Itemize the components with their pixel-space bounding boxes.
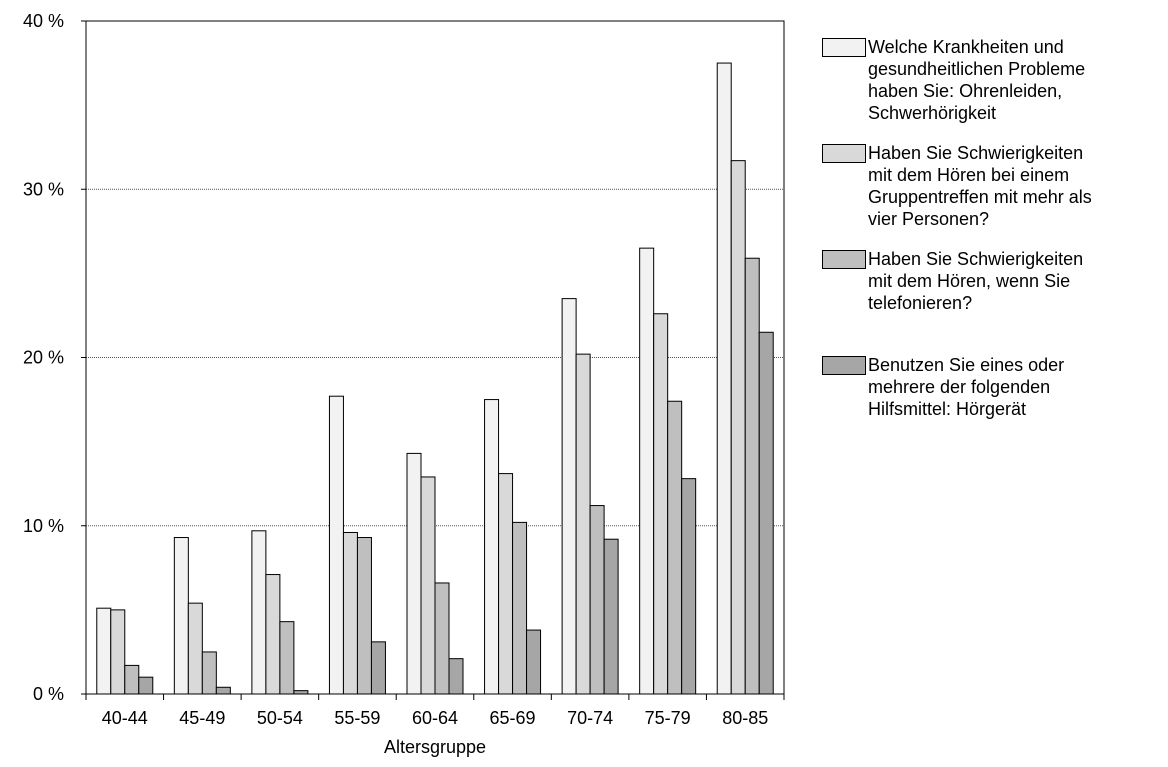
x-tick-label: 75-79: [645, 708, 691, 728]
bar-50-54-series-3: [279, 621, 295, 695]
bar-45-49-series-1: [173, 537, 189, 695]
legend-item: Haben Sie Schwierigkeiten mit dem Hören,…: [822, 248, 1168, 314]
bar-75-79-series-1: [639, 247, 655, 695]
bar-50-54-series-1: [251, 530, 267, 695]
bar-40-44-series-2: [110, 609, 126, 695]
bar-75-79-series-4: [681, 478, 697, 695]
legend-item: Benutzen Sie eines oder mehrere der folg…: [822, 354, 1168, 420]
bars: [96, 62, 774, 695]
x-tick-label: 45-49: [179, 708, 225, 728]
legend-swatch: [822, 356, 866, 375]
y-tick-label: 30 %: [23, 179, 64, 199]
bar-50-54-series-4: [293, 690, 309, 695]
bar-60-64-series-4: [448, 658, 464, 695]
legend-label: Haben Sie Schwierigkeiten mit dem Hören,…: [868, 249, 1084, 313]
bar-75-79-series-3: [667, 400, 683, 695]
x-tick-label: 50-54: [257, 708, 303, 728]
x-tick-label: 60-64: [412, 708, 458, 728]
bar-70-74-series-1: [561, 298, 577, 695]
y-axis-ticks: 0 % 10 % 20 % 30 % 40 %: [23, 11, 86, 704]
x-tick-label: 80-85: [722, 708, 768, 728]
bar-70-74-series-4: [603, 538, 619, 695]
x-tick-label: 40-44: [102, 708, 148, 728]
x-axis-title: Altersgruppe: [384, 737, 486, 757]
bar-40-44-series-1: [96, 607, 112, 695]
x-tick-label: 70-74: [567, 708, 613, 728]
bar-80-85-series-2: [730, 160, 746, 695]
bar-70-74-series-3: [589, 505, 605, 695]
bar-60-64-series-2: [420, 476, 436, 695]
bar-65-69-series-4: [526, 629, 542, 695]
y-tick-label: 20 %: [23, 348, 64, 368]
bar-60-64-series-1: [406, 452, 422, 695]
x-tick-label: 55-59: [334, 708, 380, 728]
bar-45-49-series-2: [187, 602, 203, 695]
bar-45-49-series-4: [215, 686, 231, 695]
legend-item: Haben Sie Schwierigkeiten mit dem Hören …: [822, 142, 1168, 230]
bar-70-74-series-2: [575, 353, 591, 695]
legend-label: Haben Sie Schwierigkeiten mit dem Hören …: [868, 143, 1092, 229]
legend-swatch: [822, 38, 866, 57]
x-tick-label: 65-69: [490, 708, 536, 728]
y-tick-label: 40 %: [23, 11, 64, 31]
bar-40-44-series-4: [138, 676, 154, 695]
legend: Welche Krankheiten und gesundheitlichen …: [822, 36, 1168, 420]
legend-label: Benutzen Sie eines oder mehrere der folg…: [868, 355, 1065, 419]
legend-swatch: [822, 144, 866, 163]
legend-swatch: [822, 250, 866, 269]
legend-item: Welche Krankheiten und gesundheitlichen …: [822, 36, 1168, 124]
bar-40-44-series-3: [124, 664, 140, 695]
y-tick-label: 10 %: [23, 516, 64, 536]
bar-80-85-series-4: [758, 331, 774, 695]
bar-55-59-series-4: [370, 641, 386, 695]
bar-65-69-series-3: [512, 521, 528, 695]
bar-75-79-series-2: [653, 313, 669, 695]
bar-65-69-series-2: [498, 473, 514, 695]
bar-60-64-series-3: [434, 582, 450, 695]
bar-55-59-series-3: [356, 537, 372, 695]
bar-80-85-series-1: [716, 62, 732, 695]
bar-55-59-series-1: [328, 395, 344, 695]
y-tick-label: 0 %: [33, 684, 64, 704]
bar-65-69-series-1: [484, 399, 500, 695]
bar-80-85-series-3: [744, 257, 760, 695]
bar-45-49-series-3: [201, 651, 217, 695]
bar-55-59-series-2: [342, 531, 358, 695]
x-axis-ticks: 40-44 45-49 50-54 55-59 60-64 65-69 70-74 75-79…: [85, 694, 785, 728]
bar-50-54-series-2: [265, 574, 281, 695]
legend-label: Welche Krankheiten und gesundheitlichen …: [868, 37, 1086, 123]
